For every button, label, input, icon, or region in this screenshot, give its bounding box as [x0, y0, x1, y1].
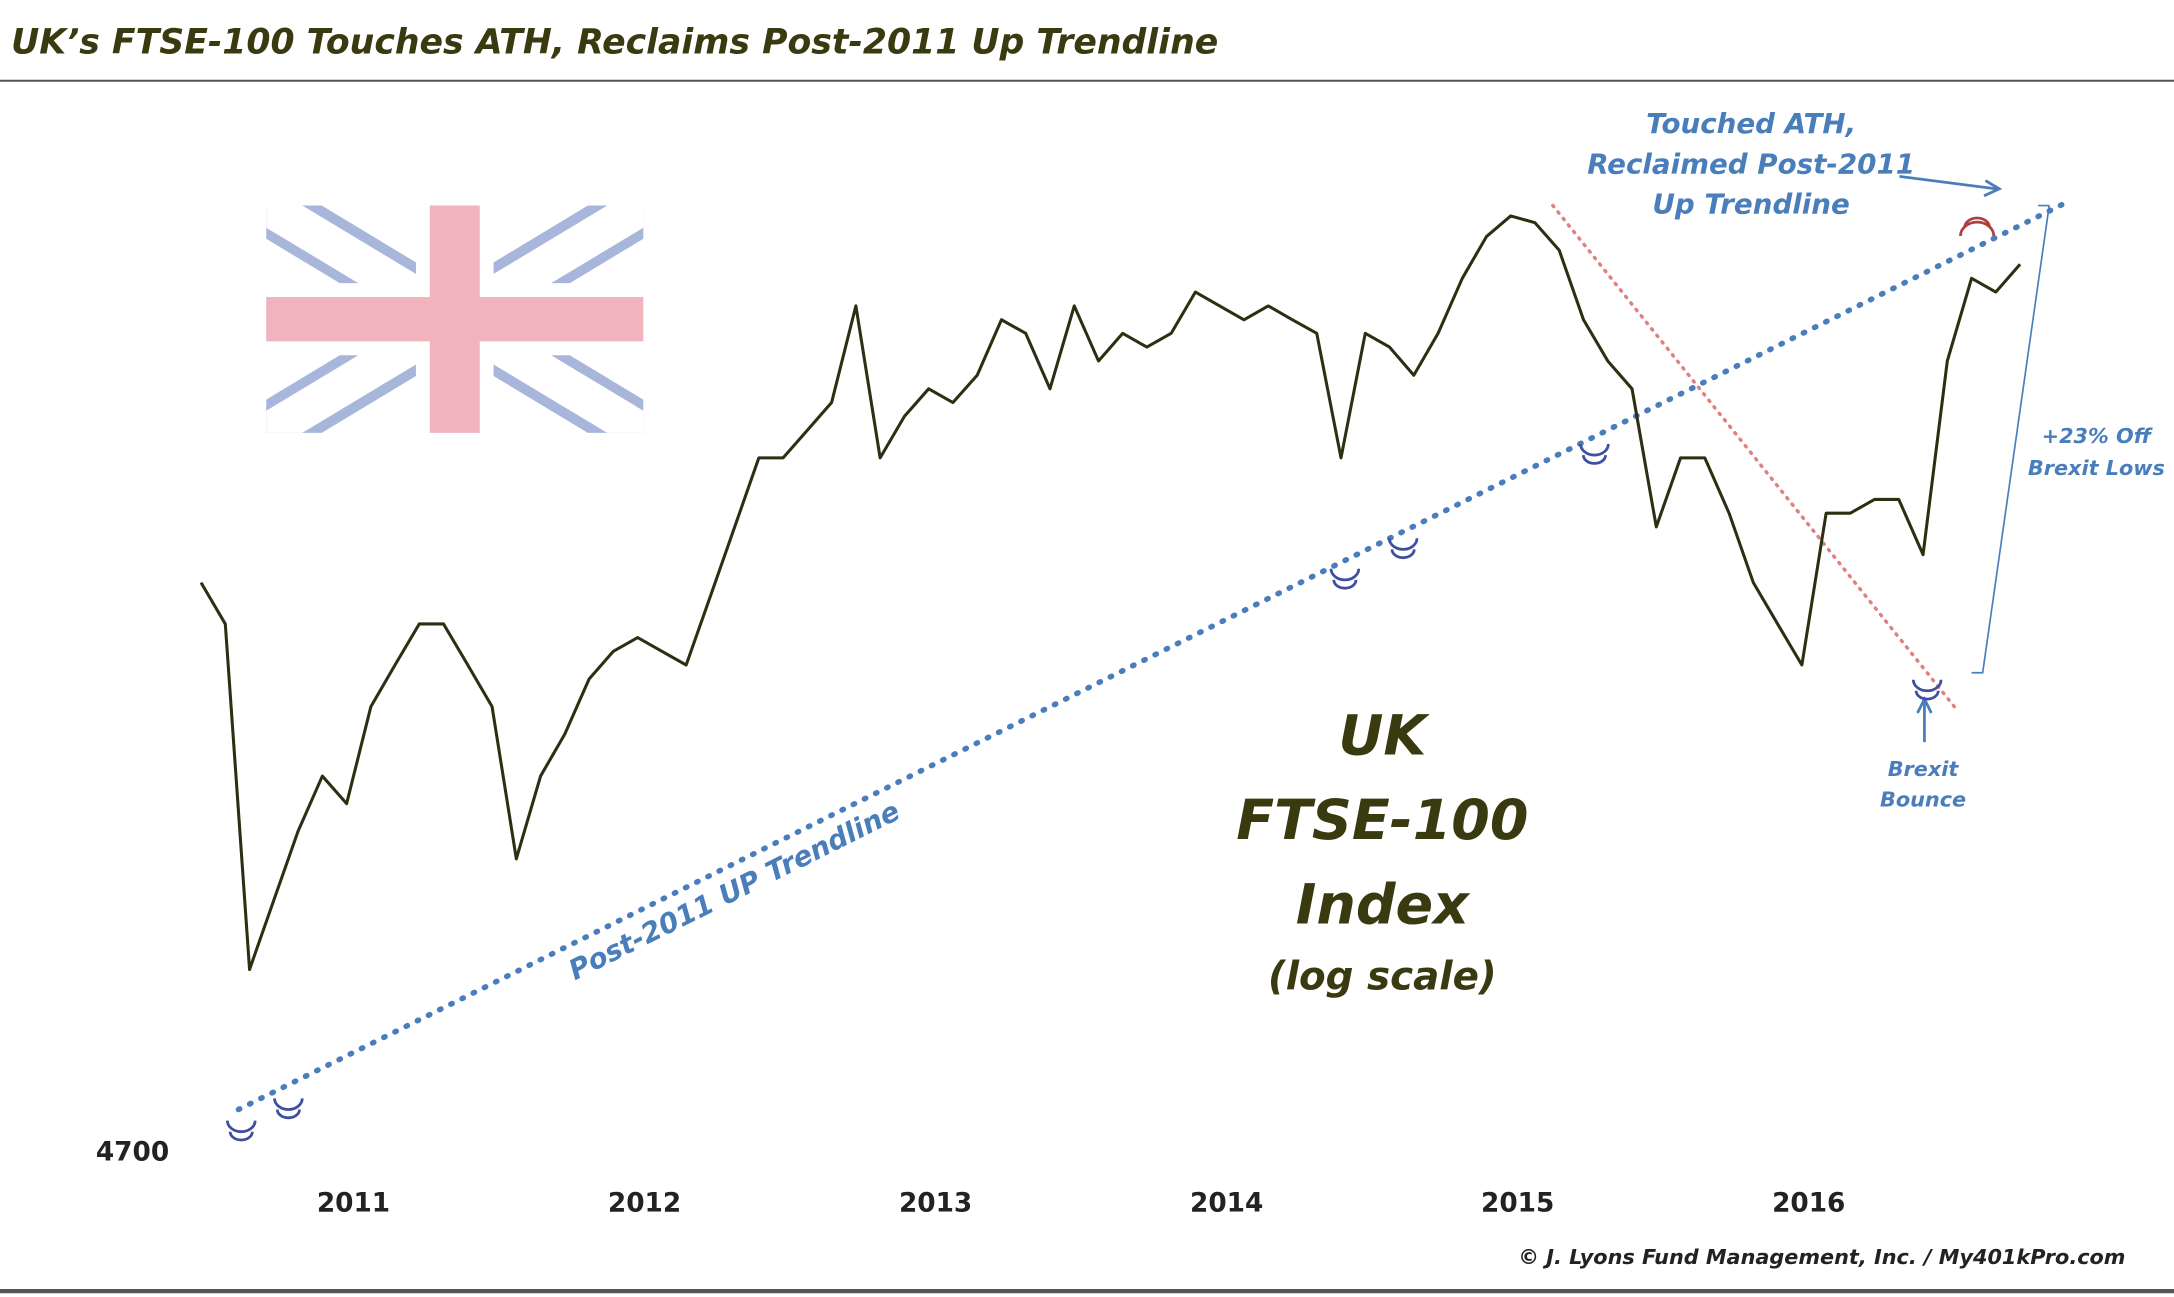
annotation: Brexit Lows	[2028, 456, 2165, 480]
x-tick-label: 2014	[1190, 1188, 1263, 1218]
x-tick-label: 2011	[317, 1188, 390, 1218]
annotation: +23% Off	[2042, 424, 2154, 448]
x-tick-label: 2016	[1772, 1188, 1845, 1218]
annotation: Brexit	[1888, 757, 1960, 781]
annotation: Bounce	[1880, 787, 1966, 811]
x-tick-label: 2012	[608, 1188, 681, 1218]
annotation: UK	[1338, 704, 1430, 768]
source: © J. Lyons Fund Management, Inc. / My401…	[1518, 1245, 2125, 1269]
chart-title: UK’s FTSE-100 Touches ATH, Reclaims Post…	[11, 22, 1218, 62]
annotation: (log scale)	[1268, 955, 1497, 1000]
flag	[266, 205, 644, 433]
annotation: Up Trendline	[1652, 188, 1849, 221]
y-tick-label: 4700	[96, 1138, 169, 1168]
price-line	[199, 214, 2022, 971]
trendlines	[225, 175, 2072, 1142]
annotation: Reclaimed Post-2011	[1587, 147, 1915, 180]
x-tick-label: 2015	[1481, 1188, 1554, 1218]
annotation: Index	[1296, 874, 1471, 938]
annotation: Touched ATH,	[1646, 107, 1856, 140]
x-tick-label: 2013	[899, 1188, 972, 1218]
annotation: FTSE-100	[1236, 789, 1528, 853]
